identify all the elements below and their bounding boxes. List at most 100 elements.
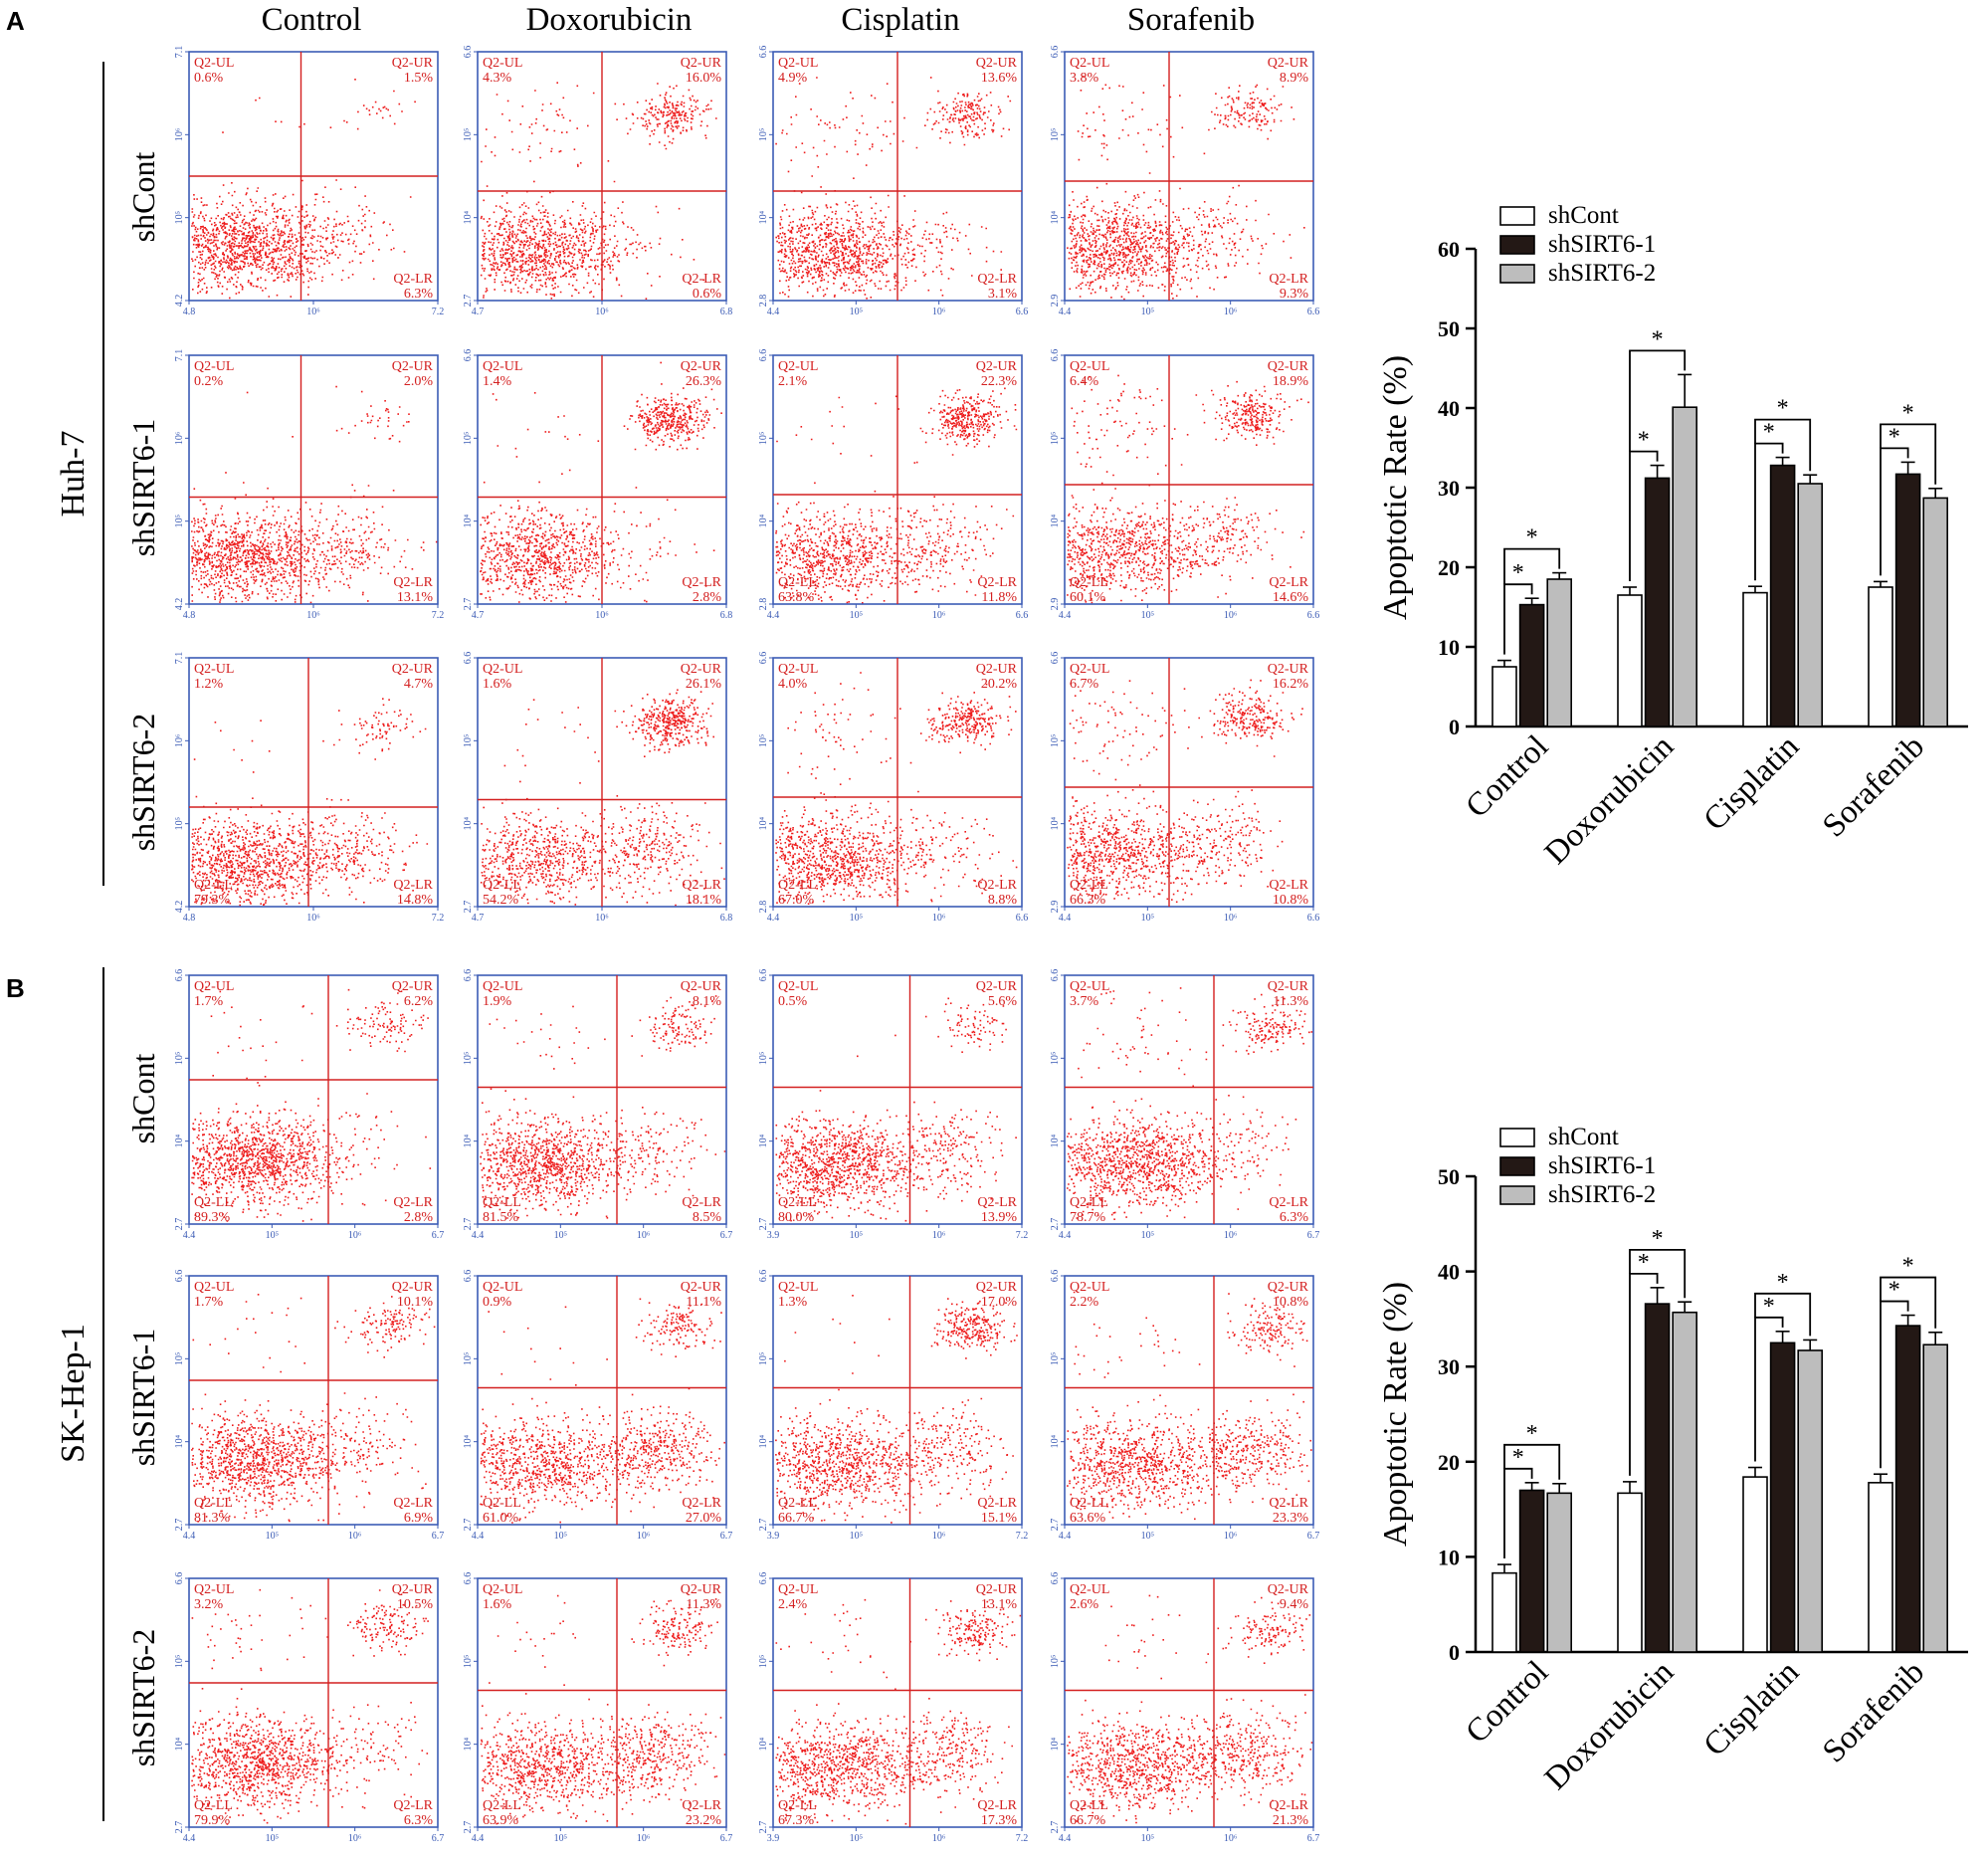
flow-plot-events — [775, 77, 1012, 300]
y-tick-label: 10⁴ — [1050, 816, 1061, 830]
significance-bracket — [1754, 442, 1784, 581]
x-tick-label: 4.4 — [183, 1531, 196, 1542]
quadrant-label-ur: Q2-UR — [392, 1582, 434, 1597]
quadrant-value-ur: 10.8% — [1273, 1295, 1309, 1310]
quadrant-value-lr: 2.8% — [404, 1210, 434, 1225]
row-label-b-shcont: shCont — [125, 1054, 161, 1144]
x-tick-label: 6.6 — [1307, 913, 1320, 924]
quadrant-label-ur: Q2-UR — [392, 1280, 434, 1295]
quadrant-label-ll: Q2-LL — [483, 878, 521, 893]
legend-label-shsirt6-1: shSIRT6-1 — [1548, 1152, 1656, 1179]
quadrant-label-ul: Q2-UL — [483, 979, 522, 994]
quadrant-value-lr: 11.8% — [981, 590, 1017, 605]
quadrant-value-lr: 27.0% — [686, 1511, 722, 1526]
flow-plot-a-r1-c1: Q2-UL0.6% Q2-UR1.5% Q2-LR6.3% 4.8 10⁶ 7.2 4.2 1… — [174, 46, 444, 317]
x-tick-label: 7.2 — [432, 610, 445, 621]
quadrant-label-lr: Q2-LR — [682, 272, 721, 287]
quadrant-label-ur: Q2-UR — [1268, 662, 1309, 677]
flow-plot-frame — [1064, 1577, 1314, 1828]
quadrant-label-lr: Q2-LR — [682, 575, 721, 590]
quadrant-value-ur: 20.2% — [981, 677, 1018, 692]
y-tick-label: 2.8 — [758, 598, 769, 611]
quadrant-label-ll: Q2-LL — [778, 1195, 817, 1210]
quadrant-label-lr: Q2-LR — [977, 878, 1017, 893]
quadrant-value-ul: 2.4% — [778, 1597, 808, 1612]
x-tick-label: 10⁶ — [637, 1531, 651, 1542]
quadrant-value-lr: 6.9% — [404, 1511, 434, 1526]
y-tick-label: 10⁵ — [174, 1655, 185, 1669]
y-tick-label: 6.6 — [463, 652, 474, 665]
quadrant-value-ur: 10.5% — [397, 1597, 434, 1612]
x-tick-label: 6.6 — [1307, 307, 1320, 317]
quadrant-value-ur: 10.1% — [397, 1295, 434, 1310]
quadrant-value-ll: 79.3% — [194, 893, 231, 908]
y-tick-label: 10⁵ — [758, 1352, 769, 1366]
bar-shcont-doxorubicin — [1617, 594, 1643, 727]
quadrant-label-lr: Q2-LR — [977, 272, 1017, 287]
quadrant-label-lr: Q2-LR — [393, 1798, 433, 1813]
y-tick-label: 10⁴ — [758, 514, 769, 527]
quadrant-value-ll: 60.1% — [1070, 590, 1106, 605]
quadrant-value-ur: 18.9% — [1273, 374, 1309, 389]
significance-bracket — [1880, 447, 1909, 576]
flow-plot-frame — [1064, 354, 1314, 605]
flow-plot-events — [191, 1588, 429, 1825]
quadrant-value-ur: 11.1% — [686, 1295, 721, 1310]
y-tick-label: 6.6 — [1050, 1270, 1061, 1283]
flow-plot-events — [480, 1594, 726, 1825]
quadrant-value-ul: 0.5% — [778, 994, 808, 1009]
quadrant-value-ll: 66.3% — [1070, 893, 1106, 908]
quadrant-value-ul: 1.2% — [194, 677, 224, 692]
y-tick-label: 10⁴ — [463, 1737, 474, 1751]
significance-star: * — [1526, 525, 1538, 551]
y-tick-label: 10⁵ — [174, 1352, 185, 1366]
quadrant-label-ul: Q2-UL — [778, 662, 818, 677]
x-tick-label: 10⁶ — [932, 913, 946, 924]
quadrant-value-ll: 61.0% — [483, 1511, 519, 1526]
quadrant-value-ll: 67.3% — [778, 1813, 815, 1828]
y-tick-label: 10⁵ — [174, 515, 185, 528]
quadrant-value-ul: 2.6% — [1070, 1597, 1099, 1612]
panel-letter-a: A — [6, 6, 25, 36]
flow-plot-events — [191, 698, 429, 907]
y-tick-label: 6.6 — [463, 1572, 474, 1585]
bar-shsirt6-2-sorafenib — [1922, 497, 1948, 727]
flow-plot-frame — [188, 974, 439, 1225]
quadrant-value-ul: 0.9% — [483, 1295, 512, 1310]
y-tick-label: 10⁵ — [758, 432, 769, 446]
quadrant-label-lr: Q2-LR — [1269, 1798, 1308, 1813]
quadrant-label-ul: Q2-UL — [778, 979, 818, 994]
quadrant-value-ll: 63.6% — [1070, 1511, 1106, 1526]
x-tick-label: 4.4 — [183, 1833, 196, 1844]
x-tick-label: 4.4 — [183, 1230, 196, 1241]
x-category-label: Doxorubicin — [1538, 728, 1681, 871]
quadrant-value-ul: 0.6% — [194, 71, 224, 86]
quadrant-label-ul: Q2-UL — [483, 1280, 522, 1295]
x-tick-label: 6.6 — [1016, 913, 1029, 924]
y-tick-label: 10⁴ — [174, 1134, 185, 1147]
y-tick-label: 2.7 — [758, 1218, 769, 1231]
bar-shcont-sorafenib — [1868, 1482, 1893, 1653]
x-category-label: Control — [1459, 1654, 1555, 1751]
x-tick-label: 10⁶ — [637, 1833, 651, 1844]
significance-star: * — [1638, 428, 1650, 454]
flow-plot-frame — [772, 1275, 1023, 1526]
flow-plot-events — [1067, 987, 1313, 1220]
x-tick-label: 10⁵ — [266, 1230, 280, 1241]
x-tick-label: 10⁵ — [1141, 1833, 1155, 1844]
quadrant-value-lr: 23.3% — [1273, 1511, 1309, 1526]
y-tick-label: 10⁴ — [174, 1737, 185, 1751]
x-tick-label: 4.8 — [183, 913, 196, 924]
y-tick-label: 6.6 — [758, 969, 769, 982]
bar-shsirt6-2-cisplatin — [1797, 1349, 1823, 1653]
legend-swatch-shsirt6-2 — [1499, 264, 1535, 284]
quadrant-value-lr: 14.6% — [1273, 590, 1309, 605]
y-tick-label: 2.7 — [174, 1821, 185, 1834]
quadrant-label-ur: Q2-UR — [681, 56, 722, 71]
y-tick-label: 10⁴ — [174, 1434, 185, 1448]
